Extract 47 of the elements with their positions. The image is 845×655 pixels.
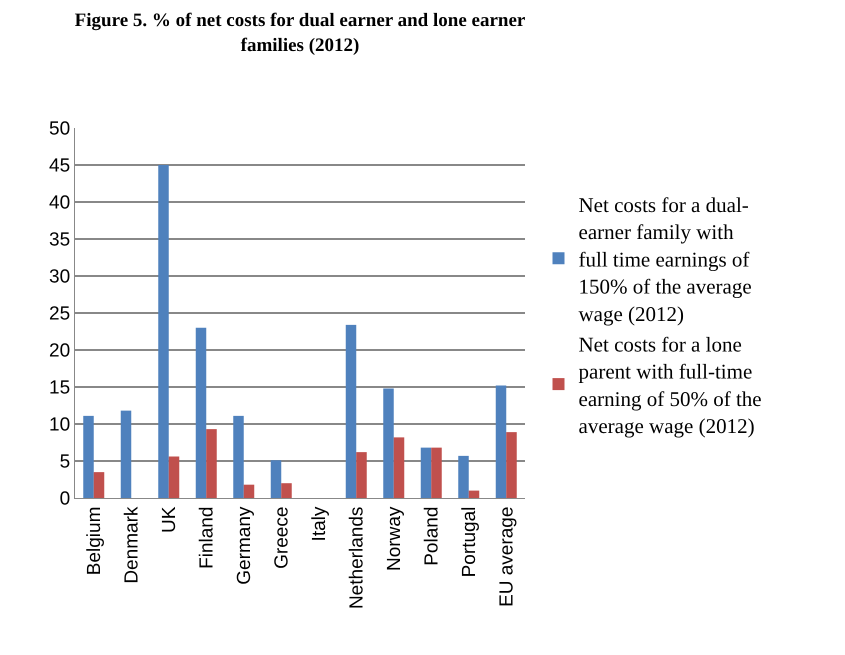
chart-title: Figure 5. % of net costs for dual earner and lone earner families (2012) — [74, 10, 526, 56]
bar — [244, 484, 254, 498]
x-tick-label: Poland — [421, 506, 442, 566]
bar — [383, 388, 394, 498]
x-tick-label: UK — [158, 506, 180, 534]
x-tick-label: Finland — [196, 506, 218, 569]
legend-label: Net costs for a dual-earner family with full time earnings of 150% of the average wage (2012) — [578, 192, 752, 326]
bar — [196, 328, 206, 498]
y-tick-label: 5 — [60, 452, 70, 473]
bar — [356, 452, 367, 498]
y-tick-label: 45 — [49, 156, 70, 177]
bar — [496, 386, 506, 498]
bar — [168, 456, 180, 498]
x-tick-label: Portugal — [458, 506, 480, 578]
y-tick-label: 15 — [49, 378, 70, 399]
bar — [233, 416, 244, 498]
y-tick-label: 25 — [49, 304, 70, 325]
x-tick-label: Belgium — [84, 506, 105, 576]
bar — [94, 472, 104, 498]
bar — [420, 448, 432, 498]
bar — [394, 437, 404, 498]
legend-label: Net costs for a lone parent with full-time earning of 50% of the average wage (2012) — [578, 332, 762, 438]
y-tick-label: 40 — [49, 192, 70, 214]
bar — [120, 410, 132, 498]
bar — [281, 483, 292, 498]
bar — [346, 324, 356, 498]
y-tick-label: 35 — [49, 230, 70, 251]
x-tick-label: Denmark — [121, 506, 142, 584]
x-tick-label: EU average — [496, 506, 518, 607]
y-tick-label: 50 — [49, 118, 70, 140]
bar — [270, 460, 282, 498]
bar — [158, 165, 169, 498]
x-tick-label: Germany — [234, 506, 255, 585]
y-tick-label: 0 — [60, 488, 70, 510]
bar — [468, 490, 480, 498]
x-tick-label: Greece — [271, 506, 292, 569]
bar — [458, 456, 469, 498]
bar — [206, 429, 217, 498]
y-tick-label: 20 — [49, 340, 70, 362]
y-tick-label: 30 — [49, 266, 70, 288]
bar — [431, 448, 442, 498]
x-tick-label: Netherlands — [346, 506, 368, 610]
x-tick-label: Norway — [384, 506, 405, 572]
y-tick-label: 10 — [49, 414, 70, 436]
x-tick-label: Italy — [308, 506, 330, 542]
bar — [83, 416, 94, 498]
bar — [506, 432, 517, 498]
